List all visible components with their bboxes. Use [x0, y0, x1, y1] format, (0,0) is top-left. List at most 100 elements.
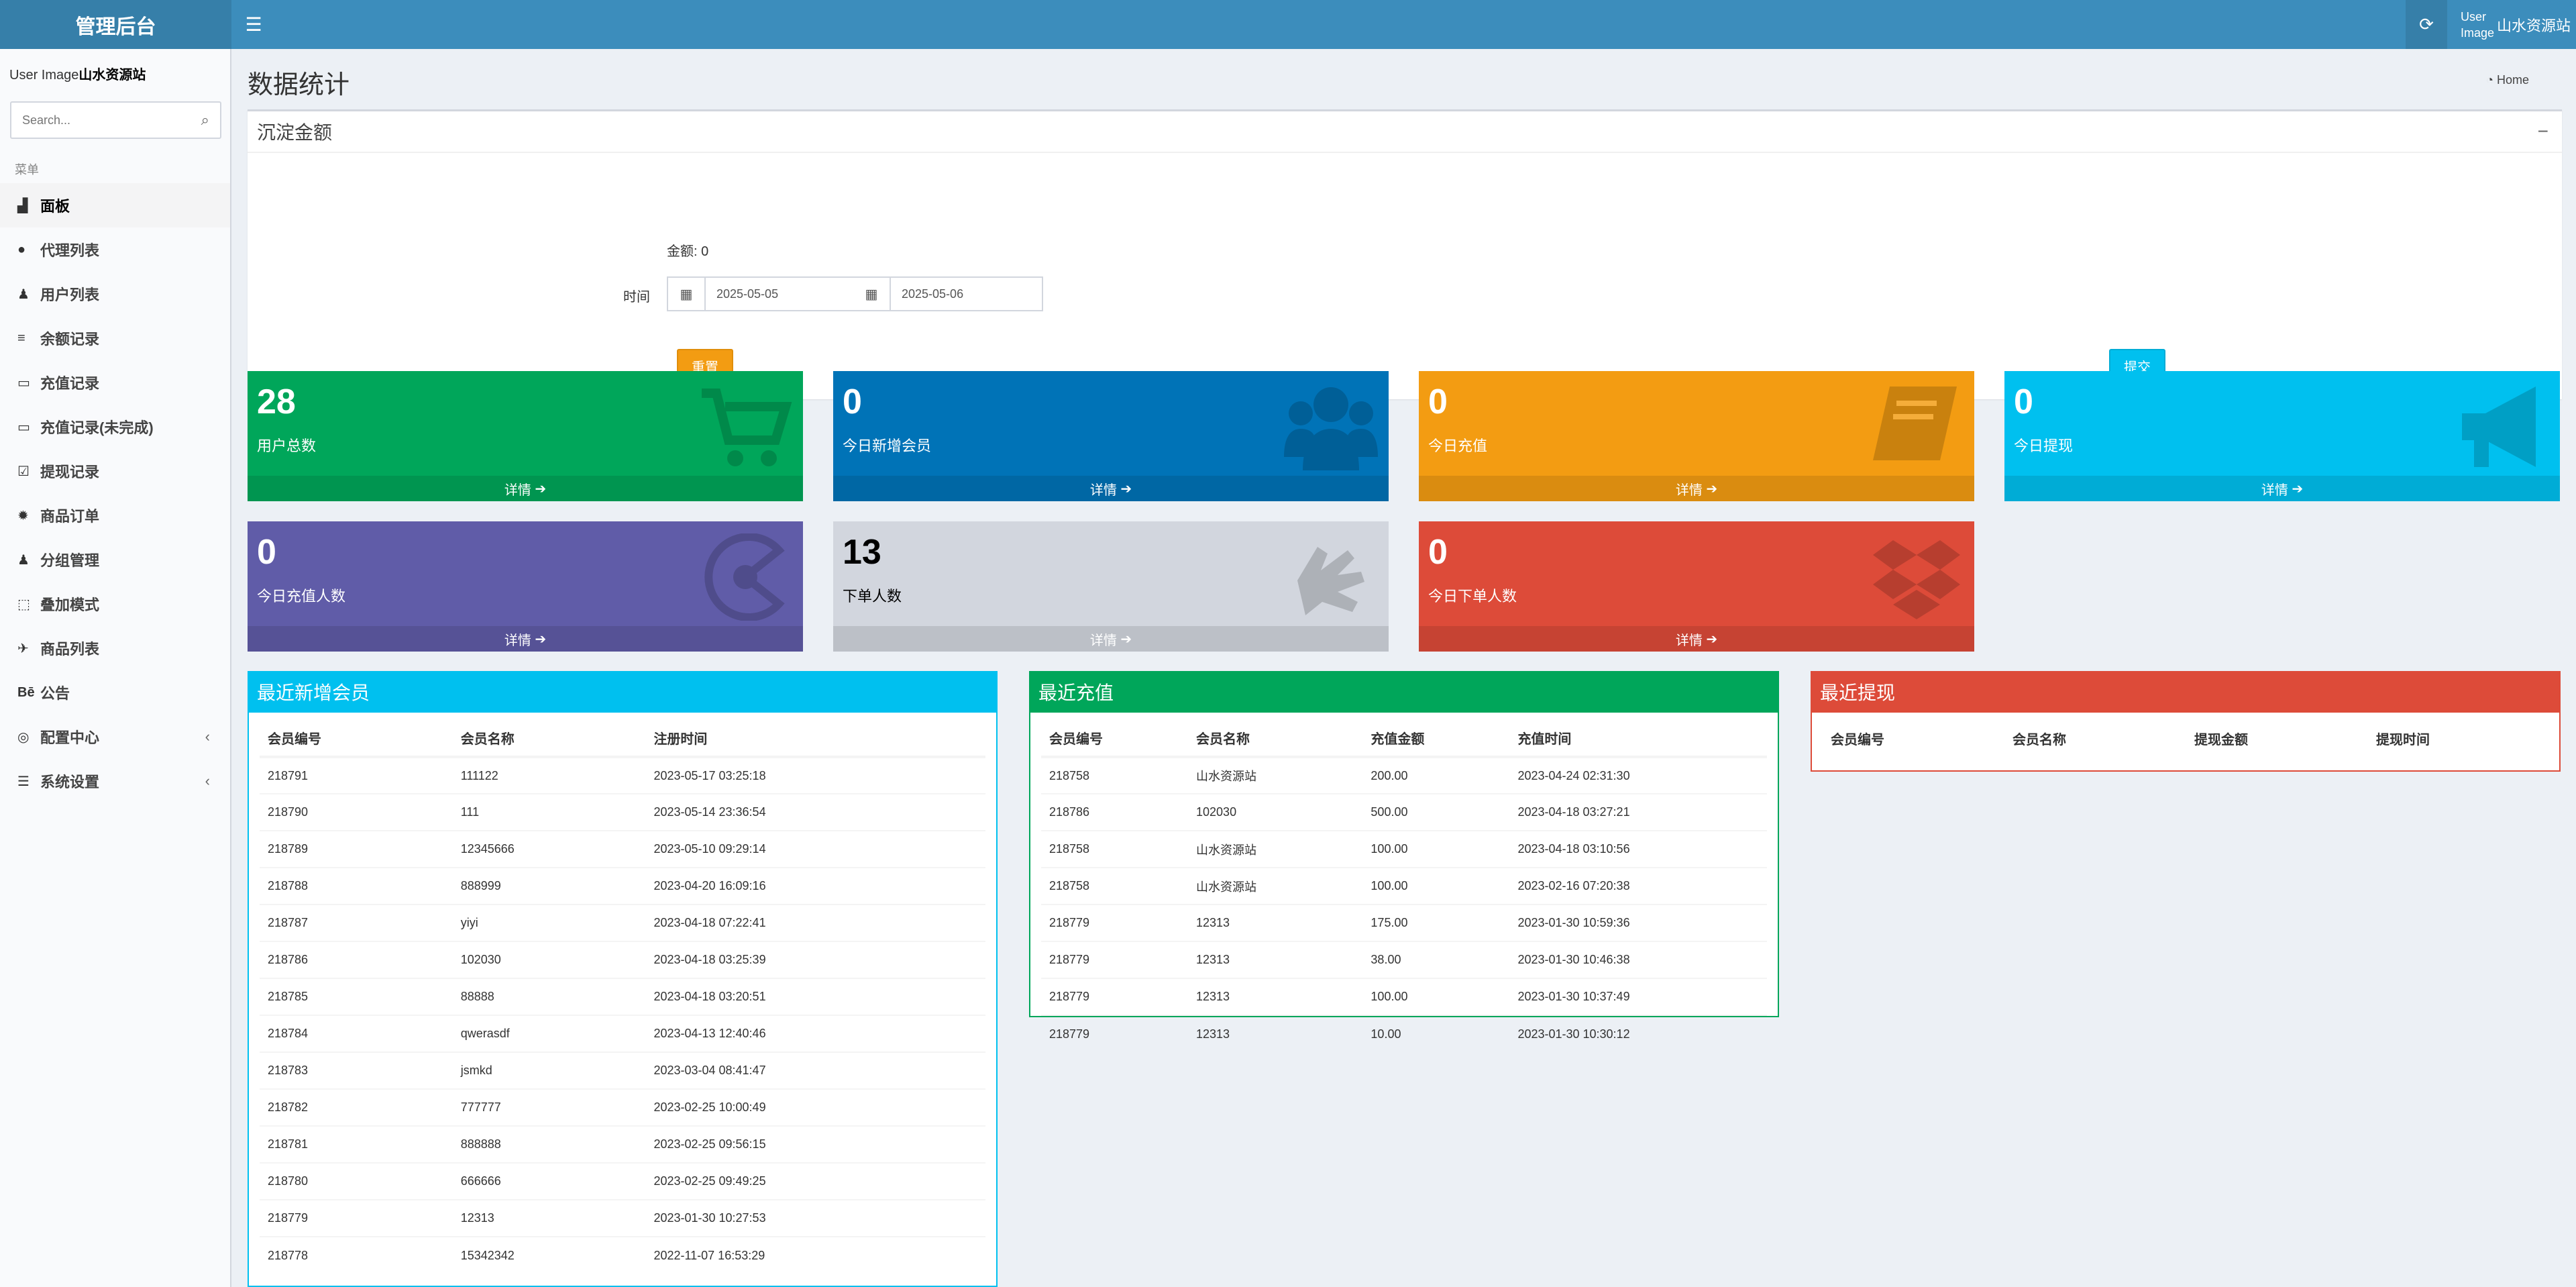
column-header: 会员名称 [1188, 719, 1363, 758]
sidebar-item-8[interactable]: ♟ 分组管理 [0, 537, 230, 582]
header-user-image: User Image [2461, 9, 2495, 40]
table-cell: 2023-01-30 10:27:53 [645, 1199, 985, 1237]
column-header: 会员编号 [260, 719, 453, 758]
amount-display: 金额: 0 [667, 240, 708, 260]
search-input[interactable] [22, 113, 201, 127]
behance-icon: Bē [17, 684, 35, 700]
stat-value: 0 [1428, 382, 1448, 421]
detail-label: 详情 [2261, 482, 2288, 498]
date-start-field[interactable]: 2025-05-05 [716, 287, 779, 301]
table-cell: 888999 [452, 867, 646, 905]
table-cell: 2023-05-10 09:29:14 [645, 830, 985, 868]
column-header: 提现金额 [2194, 732, 2248, 748]
main-content: 数据统计 ◔ Home 沉淀金额 − 金额: 0 时间 ▦ 2025-05-05… [231, 49, 2576, 1287]
stat-box-4: 0 今日充值人数详情 ➔ [248, 521, 803, 652]
breadcrumb-home-link[interactable]: Home [2496, 73, 2529, 87]
table-row: 218758 山水资源站 100.00 2023-04-18 03:10:56 [1041, 830, 1767, 868]
stat-detail-link[interactable]: 详情 ➔ [1419, 476, 1974, 501]
sidebar-user-image: User Image [9, 68, 79, 83]
date-end-group: ▦ 2025-05-06 [853, 276, 1043, 311]
sidebar-item-6[interactable]: ☑ 提现记录 [0, 449, 230, 493]
sidebar-item-label: 余额记录 [40, 331, 100, 348]
stat-label: 今日新增会员 [843, 437, 932, 454]
stat-label: 今日提现 [2014, 437, 2074, 454]
table-cell: 218758 [1041, 830, 1189, 868]
calendar-icon[interactable]: ▦ [853, 278, 891, 310]
sidebar-item-3[interactable]: ≡ 余额记录 [0, 316, 230, 360]
stat-detail-link[interactable]: 详情 ➔ [833, 626, 1389, 652]
sidebar-item-13[interactable]: ☰ 系统设置 ‹ [0, 759, 230, 803]
pacman-icon [698, 533, 792, 621]
filter-box: 沉淀金额 − 金额: 0 时间 ▦ 2025-05-05 ▦ 2025-05-0… [248, 109, 2562, 399]
table-cell: 2022-11-07 16:53:29 [645, 1236, 985, 1274]
sidebar-menu: ▟ 面板 ● 代理列表 ♟ 用户列表 ≡ 余额记录 ▭ 充值记录 ▭ 充值记录(未完成) ☑ 提现记录 ✹ 商… [0, 183, 230, 803]
sidebar-item-9[interactable]: ⬚ 叠加模式 [0, 582, 230, 626]
table-cell: 2023-02-16 07:20:38 [1509, 867, 1767, 905]
table-cell: 888888 [452, 1125, 646, 1163]
stat-label: 下单人数 [843, 588, 902, 605]
stat-detail-link[interactable]: 详情 ➔ [833, 476, 1389, 501]
table-cell: 218758 [1041, 867, 1189, 905]
table-cell: 山水资源站 [1188, 756, 1363, 794]
table-cell: 218782 [260, 1088, 453, 1126]
table-cell: 218788 [260, 867, 453, 905]
bars-icon: ☰ [245, 13, 262, 35]
recent-withdraw-title: 最近提现 [1811, 671, 2561, 713]
table-cell: 10.00 [1362, 1015, 1510, 1052]
recent-members-box: 最近新增会员 会员编号 会员名称 注册时间 218791 111122 2023-05-1… [248, 671, 998, 1287]
sidebar-item-2[interactable]: ♟ 用户列表 [0, 272, 230, 316]
sidebar-item-7[interactable]: ✹ 商品订单 [0, 493, 230, 537]
sidebar-item-1[interactable]: ● 代理列表 [0, 227, 230, 272]
stat-detail-link[interactable]: 详情 ➔ [248, 476, 803, 501]
table-row: 218783 jsmkd 2023-03-04 08:41:47 [260, 1051, 985, 1089]
table-row: 218790 111 2023-05-14 23:36:54 [260, 793, 985, 831]
stat-detail-link[interactable]: 详情 ➔ [1419, 626, 1974, 652]
sidebar-item-4[interactable]: ▭ 充值记录 [0, 360, 230, 405]
gear-icon: ✹ [17, 508, 29, 523]
sidebar-toggle-button[interactable]: ☰ [240, 12, 267, 36]
table-cell: 12313 [1188, 978, 1363, 1015]
sidebar-item-label: 面板 [40, 198, 70, 215]
sidebar-item-label: 公告 [40, 685, 70, 702]
recent-recharge-table: 会员编号 会员名称 充值金额 充值时间 218758 山水资源站 200.00 2023-04… [1041, 719, 1767, 1052]
search-icon[interactable]: ⌕ [201, 111, 209, 128]
table-cell: 12345666 [452, 830, 646, 868]
sidebar-item-0[interactable]: ▟ 面板 [0, 183, 230, 227]
breadcrumb: ◔ Home [2486, 73, 2529, 87]
sidebar-item-10[interactable]: ✈ 商品列表 [0, 626, 230, 670]
table-cell: 2023-04-18 03:20:51 [645, 978, 985, 1015]
column-header: 会员编号 [1831, 732, 1884, 748]
table-cell: 2023-04-24 02:31:30 [1509, 756, 1767, 794]
sidebar-item-12[interactable]: ◎ 配置中心 ‹ [0, 715, 230, 759]
table-cell: 218786 [260, 941, 453, 978]
table-cell: 2023-04-13 12:40:46 [645, 1015, 985, 1052]
date-end-field[interactable]: 2025-05-06 [902, 287, 964, 301]
table-header-row: 会员编号 会员名称 注册时间 [260, 719, 985, 758]
refresh-button[interactable]: ⟳ [2406, 0, 2447, 49]
detail-label: 详情 [504, 633, 531, 648]
area-chart-icon: ▟ [17, 198, 28, 213]
table-cell: 218778 [260, 1236, 453, 1274]
sidebar-item-label: 商品列表 [40, 641, 100, 658]
sidebar-item-11[interactable]: Bē 公告 [0, 670, 230, 715]
table-cell: 2023-04-18 03:10:56 [1509, 830, 1767, 868]
table-row: 218786 102030 500.00 2023-04-18 03:27:21 [1041, 793, 1767, 831]
stat-detail-link[interactable]: 详情 ➔ [248, 626, 803, 652]
battery-full-icon: ▭ [17, 375, 30, 391]
arrow-circle-right-icon: ➔ [1706, 481, 1718, 497]
collapse-icon[interactable]: − [2537, 121, 2548, 142]
stat-detail-link[interactable]: 详情 ➔ [2004, 476, 2560, 501]
stat-value: 0 [257, 533, 276, 572]
dropbox-icon [1870, 533, 1964, 621]
user-menu[interactable]: User Image 山水资源站 [2447, 0, 2576, 49]
column-header: 充值时间 [1509, 719, 1767, 758]
sidebar-item-5[interactable]: ▭ 充值记录(未完成) [0, 405, 230, 449]
table-row: 218786 102030 2023-04-18 03:25:39 [260, 941, 985, 978]
stat-label: 今日充值人数 [257, 588, 346, 605]
book-icon [1870, 383, 1964, 470]
app-logo[interactable]: 管理后台 [0, 0, 231, 49]
table-cell: 100.00 [1362, 867, 1510, 905]
calendar-icon[interactable]: ▦ [668, 278, 706, 310]
table-cell: 218779 [1041, 904, 1189, 941]
table-row: 218779 12313 2023-01-30 10:27:53 [260, 1199, 985, 1237]
